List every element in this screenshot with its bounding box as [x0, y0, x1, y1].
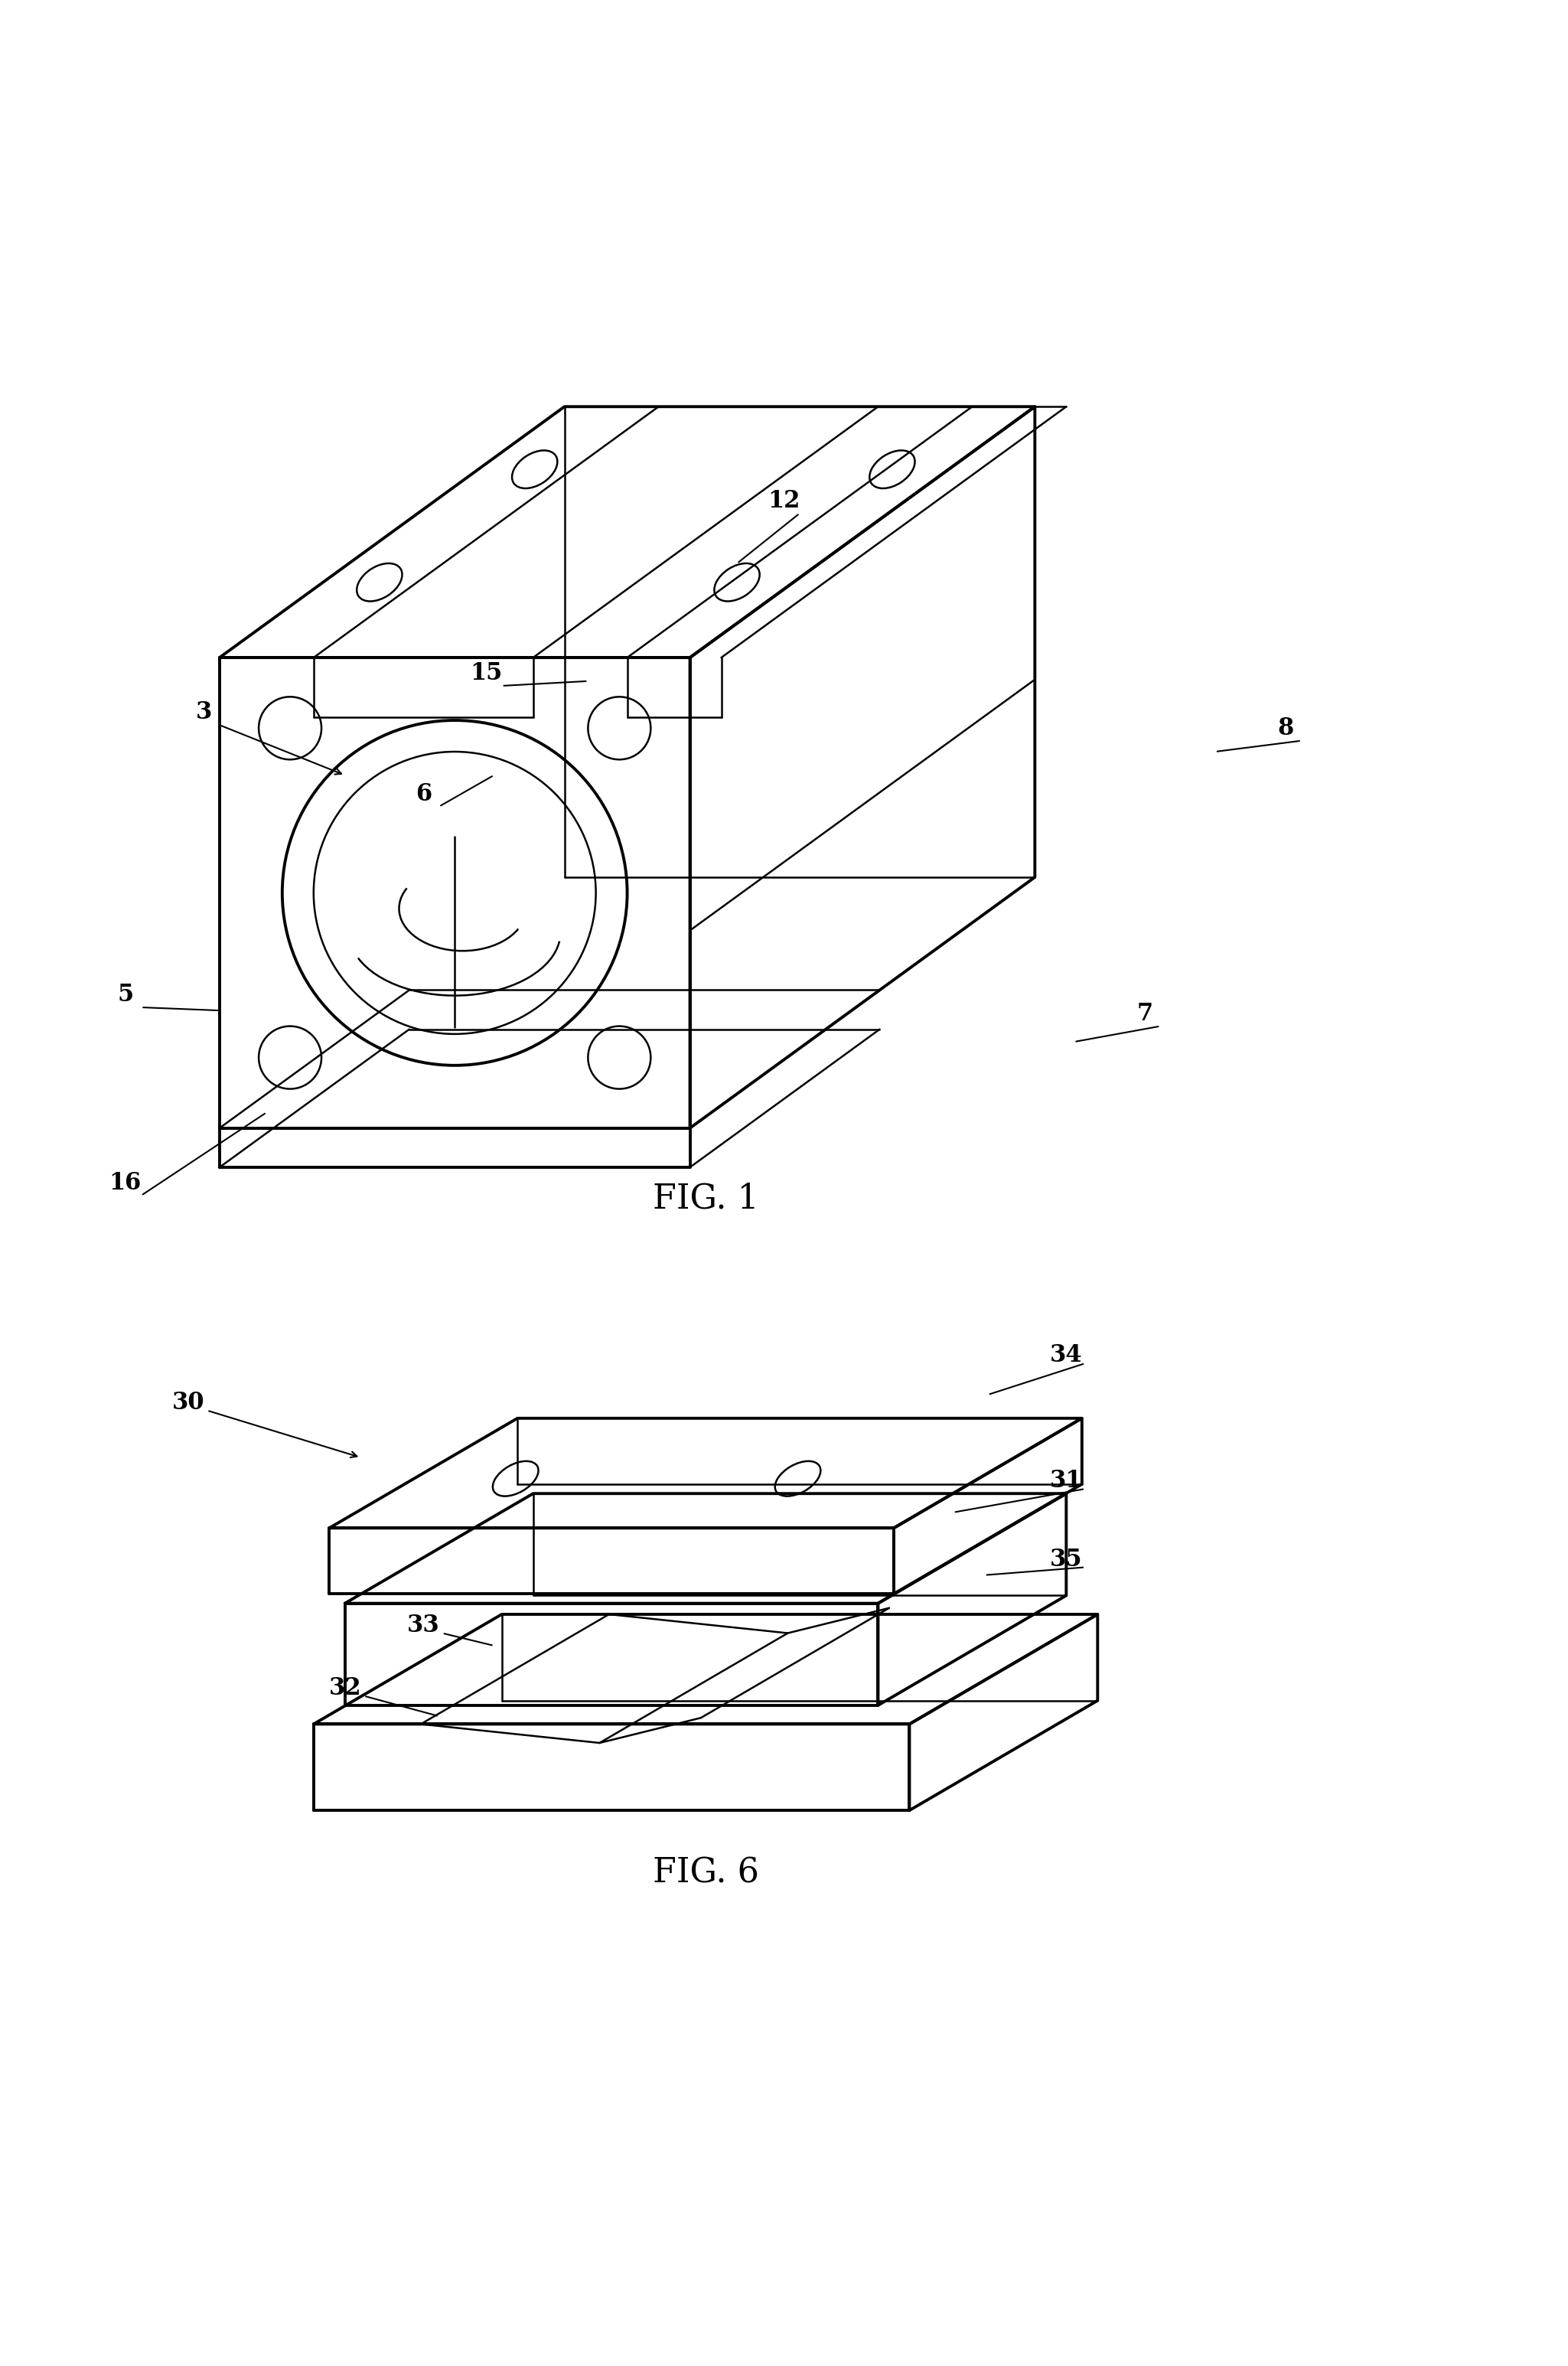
Text: 15: 15 [470, 662, 502, 686]
Text: 34: 34 [1051, 1344, 1082, 1368]
Text: 33: 33 [408, 1614, 439, 1637]
Text: 16: 16 [110, 1171, 141, 1195]
Text: 8: 8 [1278, 717, 1294, 741]
Text: 35: 35 [1051, 1547, 1082, 1571]
Text: 5: 5 [118, 982, 133, 1006]
Text: 30: 30 [172, 1391, 204, 1415]
Text: 31: 31 [1051, 1469, 1082, 1493]
Text: 7: 7 [1137, 1001, 1152, 1024]
Text: FIG. 6: FIG. 6 [652, 1857, 759, 1890]
Text: 6: 6 [416, 783, 431, 807]
Text: FIG. 1: FIG. 1 [652, 1183, 759, 1216]
Text: 3: 3 [196, 700, 212, 724]
Text: 32: 32 [329, 1675, 361, 1699]
Text: 12: 12 [768, 490, 800, 513]
